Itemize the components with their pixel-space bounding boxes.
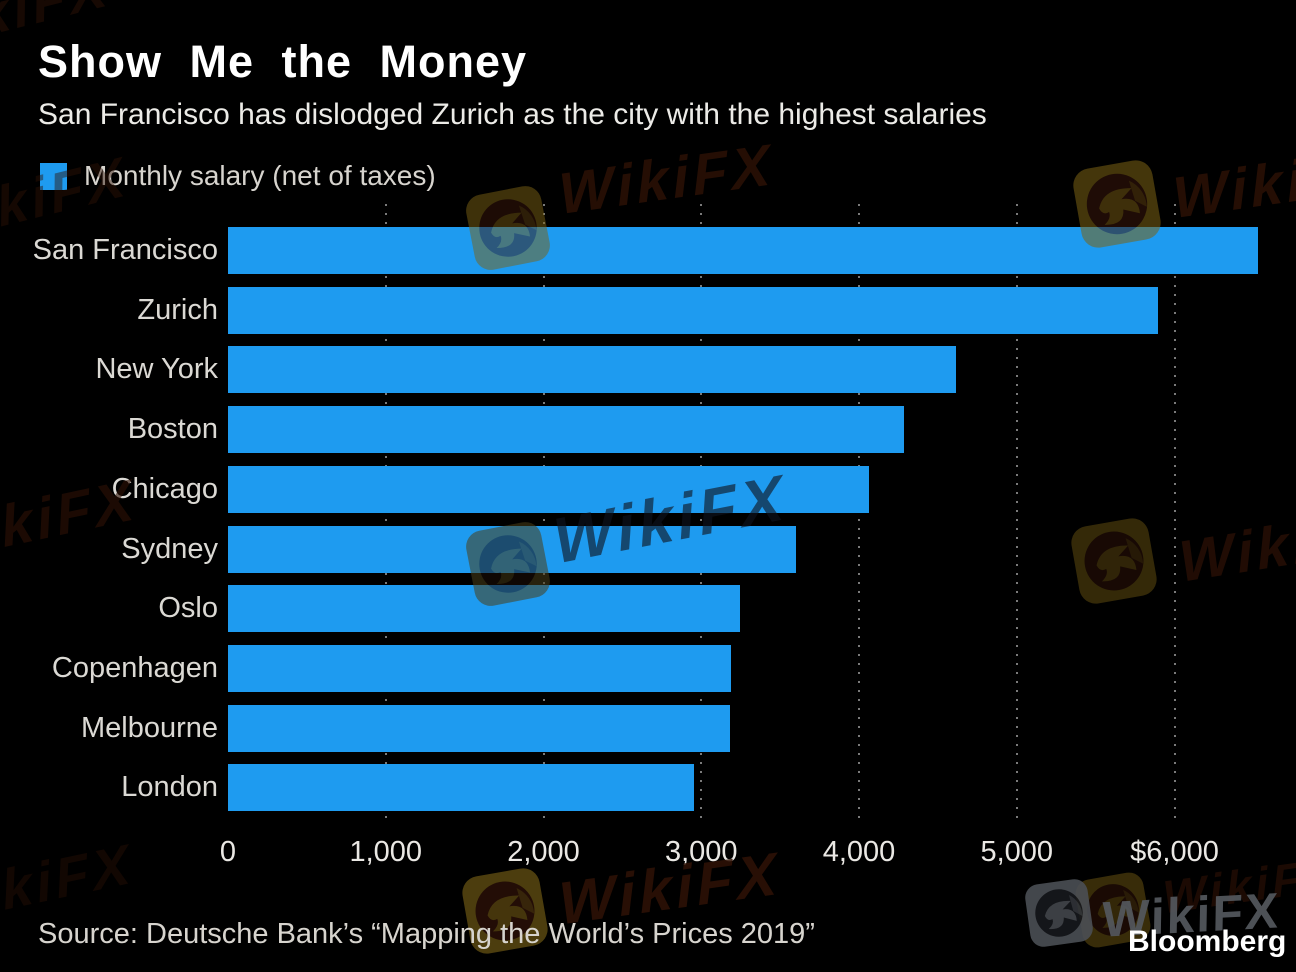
bloomberg-logo: Bloomberg	[1128, 925, 1287, 958]
x-axis-tick-label: 4,000	[822, 836, 896, 868]
x-axis: 0 1,000 2,000 3,000 4,000 5,000 $6,000	[0, 836, 1296, 876]
bar-row: Boston	[0, 406, 1296, 454]
bar-row: Oslo	[0, 585, 1296, 633]
category-label: Chicago	[111, 472, 218, 505]
bar-row: Sydney	[0, 525, 1296, 573]
bar-row: Zurich	[0, 286, 1296, 334]
bar	[228, 346, 956, 394]
gridline	[1173, 204, 1176, 822]
gridline	[700, 204, 703, 822]
chart-title: Show Me the Money	[38, 36, 528, 87]
x-axis-tick-label: 2,000	[507, 836, 580, 868]
x-axis-tick-label: 1,000	[349, 836, 423, 868]
gridline	[384, 204, 387, 822]
category-label: Melbourne	[80, 711, 218, 744]
gridline	[542, 204, 545, 822]
bar-row: Chicago	[0, 465, 1296, 513]
category-label: Zurich	[137, 293, 218, 326]
category-label: Boston	[127, 413, 218, 446]
bar-row: Copenhagen	[0, 644, 1296, 692]
gridline	[1015, 204, 1018, 822]
bar	[228, 286, 1159, 334]
x-axis-tick-label: 3,000	[664, 836, 738, 868]
plot-gridlines	[228, 204, 1296, 822]
legend: Monthly salary (net of taxes)	[40, 160, 436, 192]
bar-row: London	[0, 764, 1296, 812]
bar-row: San Francisco	[0, 227, 1296, 274]
category-label: New York	[95, 353, 218, 386]
bar	[228, 764, 695, 812]
category-label: Sydney	[121, 532, 218, 565]
x-axis-tick-label: 5,000	[980, 836, 1054, 868]
wikifx-eagle-icon	[1022, 876, 1097, 951]
bar	[228, 406, 905, 454]
bar	[228, 227, 1258, 274]
bar-row: New York	[0, 346, 1296, 394]
gridline	[858, 204, 861, 822]
source-text: Source: Deutsche Bank’s “Mapping the Wor…	[38, 918, 815, 950]
legend-label: Monthly salary (net of taxes)	[84, 160, 436, 191]
category-label: Copenhagen	[51, 651, 218, 684]
bar	[228, 704, 730, 752]
bar-plot: San Francisco Zurich New York Boston Chicago…	[0, 227, 1296, 813]
category-label: San Francisco	[32, 234, 218, 266]
chart-subtitle: San Francisco has dislodged Zurich as th…	[38, 98, 987, 131]
wikifx-watermark-logo	[1022, 876, 1097, 951]
bar	[228, 525, 796, 573]
legend-swatch	[40, 162, 67, 190]
x-axis-tick-label: $6,000	[1130, 836, 1219, 868]
bar-row: Melbourne	[0, 704, 1296, 752]
category-label: London	[121, 771, 218, 804]
bar	[228, 585, 741, 633]
x-axis-tick-label: 0	[219, 836, 237, 868]
category-label: Oslo	[158, 592, 218, 625]
bar	[228, 644, 732, 692]
bar	[228, 465, 869, 513]
